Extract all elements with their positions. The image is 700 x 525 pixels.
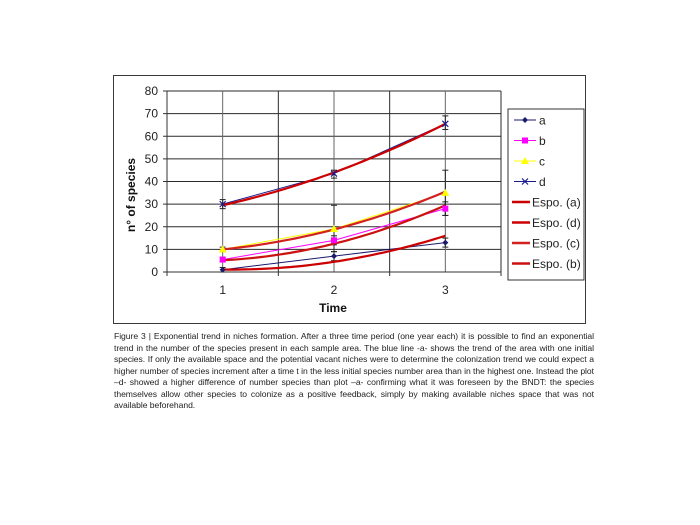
legend-label: a [539,114,546,128]
x-tick-label: 3 [442,283,449,297]
x-axis-ticks: 1 2 3 [166,272,502,297]
y-axis-ticks: 0 10 20 30 40 50 60 70 80 [145,84,167,279]
trendline-espod [222,122,446,207]
legend-label: Espo. (b) [532,257,581,271]
y-tick-label: 70 [145,107,159,121]
y-axis-title: n° of species [124,158,138,232]
markers-a [219,239,449,273]
x-axis-title: Time [319,301,347,315]
x-tick-label: 1 [219,283,226,297]
legend-item-c: c [514,155,545,169]
chart-series [218,115,450,273]
y-tick-label: 50 [145,152,159,166]
x-tick-label: 2 [331,283,338,297]
y-tick-label: 0 [151,265,158,279]
legend-item-b: b [514,134,546,148]
figure-caption: Figure 3 | Exponential trend in niches f… [114,331,594,410]
legend-label: b [539,134,546,148]
y-tick-label: 60 [145,129,159,143]
legend-item-espoa: Espo. (a) [512,196,581,210]
markers-b [219,205,449,263]
y-tick-label: 40 [145,175,159,189]
y-tick-label: 20 [145,220,159,234]
legend-label: Espo. (a) [532,196,581,210]
trendline-espoa [222,234,446,271]
legend-label: d [539,175,546,189]
chart-frame: 0 10 20 30 40 50 60 70 80 1 2 3 n° of species Time… [113,75,586,324]
line-chart: 0 10 20 30 40 50 60 70 80 1 2 3 n° of species Time… [124,84,585,315]
legend-item-espoc: Espo. (c) [512,237,580,251]
legend-item-espob: Espo. (b) [512,257,581,271]
y-tick-label: 80 [145,84,159,98]
y-tick-label: 30 [145,197,159,211]
legend-item-d: d [514,175,546,189]
legend-label: c [539,155,545,169]
legend-label: Espo. (d) [532,216,581,230]
legend-box [507,108,585,281]
markers-d [219,120,449,208]
y-tick-label: 10 [145,242,159,256]
legend-item-a: a [514,114,546,128]
legend-item-espod: Espo. (d) [512,216,581,230]
trendline-espob [222,204,446,262]
markers-c [218,188,450,253]
legend-label: Espo. (c) [532,237,580,251]
